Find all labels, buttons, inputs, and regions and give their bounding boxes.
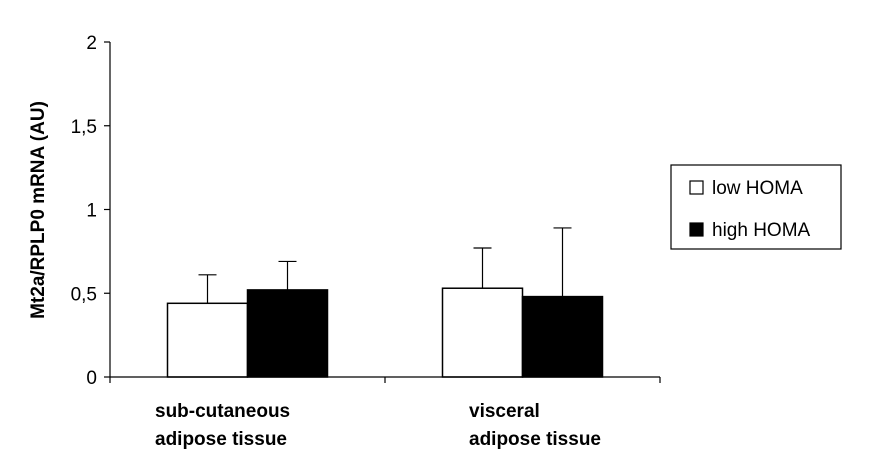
- bar: [521, 295, 604, 378]
- plot-area: 0 0,5 1 1,5 2 sub-cutaneous adipose tissue visc…: [28, 33, 661, 450]
- x-category-label: adipose tissue: [469, 429, 601, 450]
- bar: [246, 289, 329, 378]
- legend: low HOMA high HOMA: [670, 164, 842, 250]
- legend-swatch-high-homa: [689, 222, 704, 237]
- y-tick-label: 1: [86, 201, 97, 222]
- bar: [166, 302, 249, 378]
- x-category-label: sub-cutaneous: [155, 401, 290, 422]
- x-category-label: adipose tissue: [155, 429, 287, 450]
- y-tick-label: 0: [86, 368, 97, 389]
- bar: [441, 287, 524, 378]
- y-axis-title: Mt2a/RPLP0 mRNA (AU): [28, 101, 49, 319]
- x-category-label: visceral: [469, 401, 540, 422]
- legend-label-low-homa: low HOMA: [712, 178, 803, 199]
- legend-swatch-low-homa: [689, 180, 704, 195]
- y-tick-label: 2: [86, 33, 97, 54]
- y-tick-label: 1,5: [71, 117, 97, 138]
- y-tick-label: 0,5: [71, 284, 97, 305]
- legend-label-high-homa: high HOMA: [712, 220, 811, 241]
